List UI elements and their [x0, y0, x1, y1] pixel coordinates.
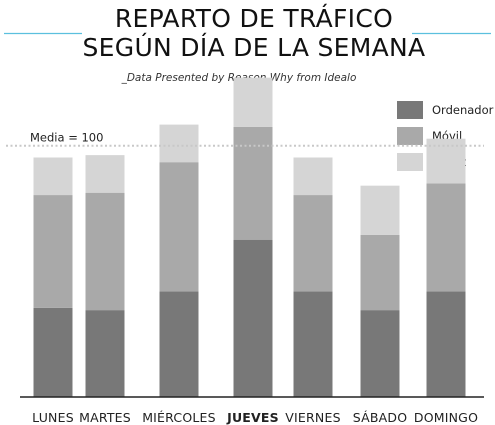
bar-lunes-tablet [33, 157, 73, 196]
bar-lunes-movil [33, 195, 73, 308]
category-label-lunes: LUNES [32, 410, 74, 425]
bar-sabado-ordenador [360, 310, 400, 397]
category-label-martes: MARTES [79, 410, 131, 425]
category-label-viernes: VIERNES [285, 410, 340, 425]
legend-swatch-movil [397, 127, 423, 145]
category-label-jueves: JUEVES [226, 410, 279, 425]
bar-viernes-tablet [293, 157, 333, 196]
x-axis-labels: LUNES MARTES MIÉRCOLES JUEVES VIERNES SÁBADO D… [32, 410, 478, 425]
bars-group [33, 77, 466, 397]
legend-label-ordenador: Ordenador [432, 103, 494, 117]
chart-title-line-1: REPARTO DE TRÁFICO [115, 4, 393, 33]
bar-sabado-movil [360, 234, 400, 311]
bar-jueves-tablet [233, 77, 273, 127]
bar-viernes-movil [293, 195, 333, 292]
bar-martes-ordenador [85, 310, 125, 397]
reference-line-label: Media = 100 [30, 131, 103, 145]
category-label-sabado: SÁBADO [353, 410, 408, 425]
bar-domingo-movil [426, 183, 466, 292]
legend-swatch-tablet [397, 153, 423, 171]
bar-domingo-tablet [426, 138, 466, 184]
category-label-domingo: DOMINGO [414, 410, 478, 425]
bar-sabado-tablet [360, 185, 400, 235]
category-label-miercoles: MIÉRCOLES [142, 410, 216, 425]
bar-martes-movil [85, 192, 125, 311]
bar-martes-tablet [85, 155, 125, 193]
bar-miercoles-tablet [159, 124, 199, 163]
legend-swatch-ordenador [397, 101, 423, 119]
bar-jueves-ordenador [233, 239, 273, 397]
chart-title-line-2: SEGÚN DÍA DE LA SEMANA [83, 32, 426, 62]
bar-domingo-ordenador [426, 291, 466, 397]
bar-jueves-movil [233, 126, 273, 240]
bar-miercoles-movil [159, 162, 199, 292]
bar-viernes-ordenador [293, 291, 333, 397]
bar-lunes-ordenador [33, 307, 73, 397]
bar-miercoles-ordenador [159, 291, 199, 397]
